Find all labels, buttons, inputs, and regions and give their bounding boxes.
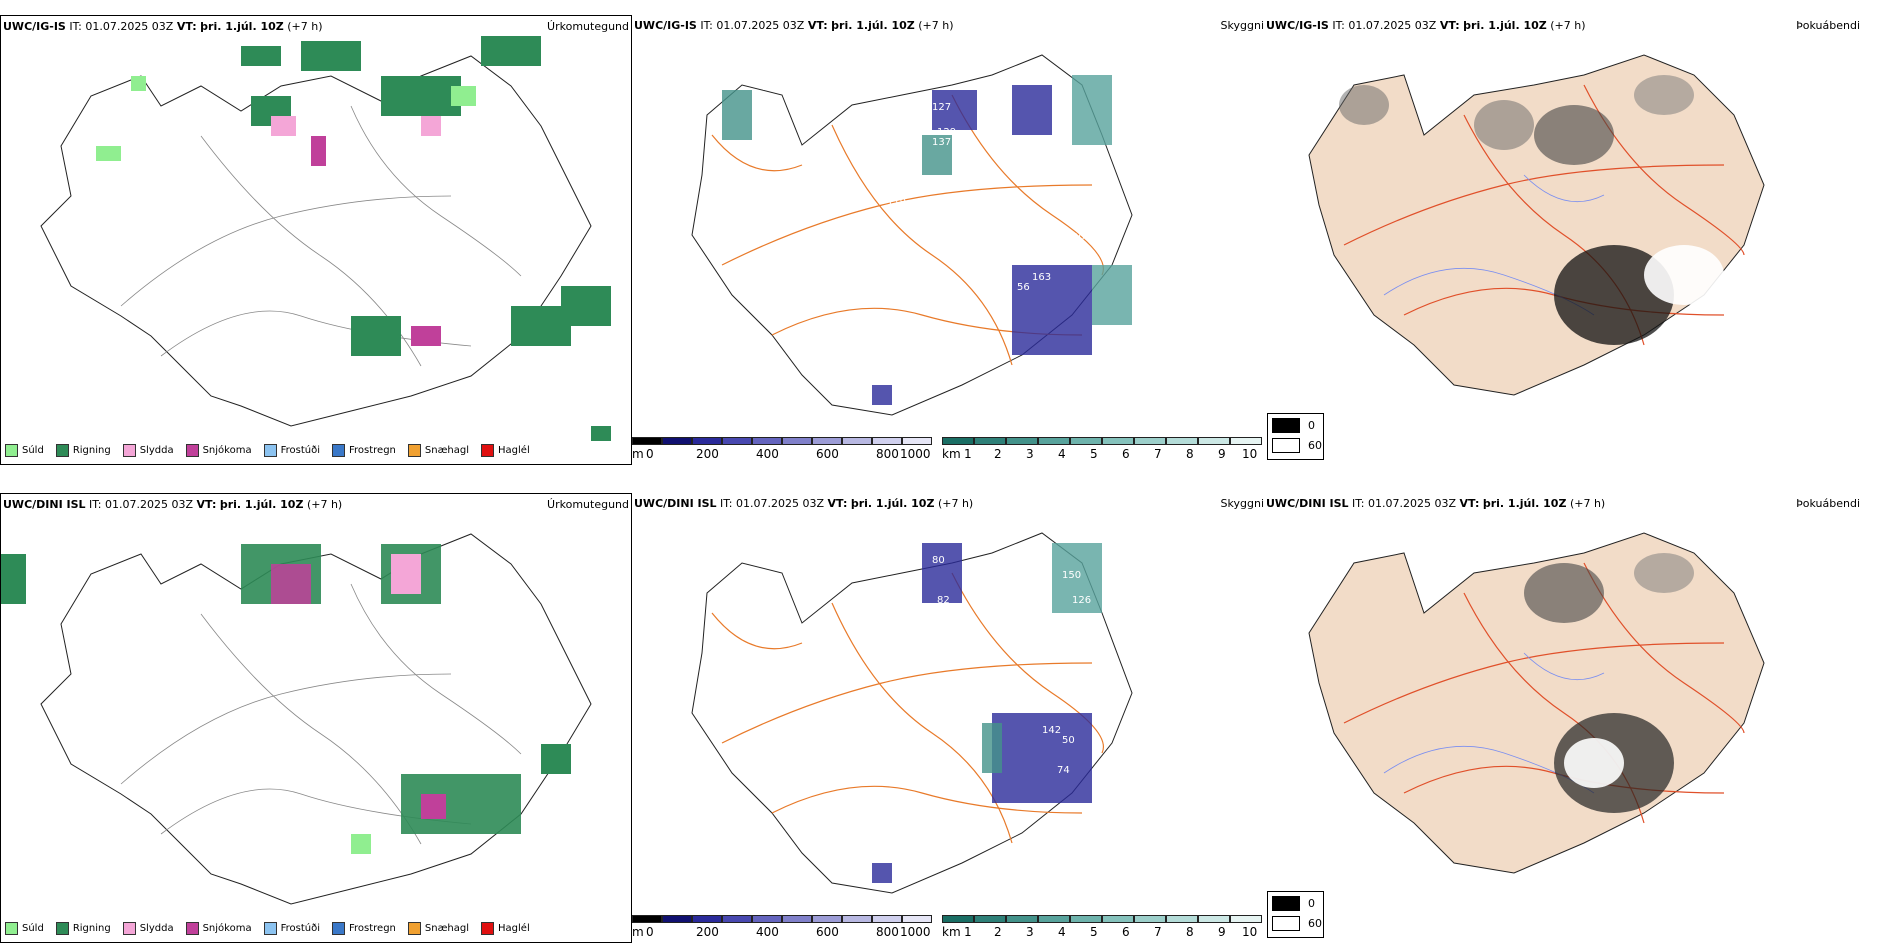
drizzle-areas — [351, 834, 371, 854]
drizzle-areas — [96, 76, 476, 161]
legend-item: Rigning — [55, 444, 111, 457]
legend-item: Snæhagl — [407, 444, 469, 457]
cloudbase-label: 103 — [962, 237, 981, 248]
cloudbase-label: 48 — [1072, 257, 1085, 268]
cloudbase-label: 129 — [937, 127, 956, 138]
fog-indicator-panel-bottom: UWC/DINI ISL IT: 01.07.2025 03Z VT: þri.… — [1264, 493, 1900, 943]
visibility-colorbar-top: km 1 2 3 4 5 6 7 8 9 10 — [942, 437, 1262, 465]
fog-shading — [1339, 75, 1724, 345]
run-header-bottom: UWC/DINI ISL IT: 01.07.2025 03Z VT: þri.… — [1266, 497, 1606, 510]
visibility-map-top: 17 168 68 74 102 119 131 137 127 129 99 103 174 56163… — [691, 54, 1133, 416]
cloudbase-label: 174 — [962, 267, 981, 278]
cloudbase-label: 56 — [1017, 282, 1030, 293]
legend-item: Frostúði — [263, 922, 320, 935]
cloudbase-colorbar-top: m 0 200 400 600 800 1000 — [632, 437, 932, 465]
cloudbase-label: 68 — [807, 117, 820, 128]
fog-map-top — [1308, 54, 1765, 396]
precip-map-bottom — [1, 533, 592, 905]
panel-title-fog-bottom: Þokuábendi — [1796, 497, 1860, 510]
cloudbase-label: 80 — [932, 555, 945, 566]
cloudbase-label: 74 — [792, 152, 805, 163]
legend-item: Súld — [5, 444, 44, 457]
cloudbase-label: 82 — [937, 595, 950, 606]
panel-title-visibility-bottom: Skyggni — [1220, 497, 1264, 510]
sleet-snow-areas — [271, 116, 441, 346]
legend-item: Haglél — [481, 444, 530, 457]
cloudbase-label: 142 — [1042, 725, 1061, 736]
cloudbase-label: 131 — [912, 112, 931, 123]
fog-legend-bottom: 0 60 — [1267, 891, 1324, 938]
sleet-snow-areas — [271, 554, 446, 819]
precip-legend-top: Súld Rigning Slydda Snjókoma Frostúði Fr… — [5, 444, 530, 457]
fog-indicator-panel-top: UWC/IG-IS IT: 01.07.2025 03Z VT: þri. 1.… — [1264, 15, 1900, 465]
cloudbase-label: 102 — [802, 182, 821, 193]
low-visibility-areas — [872, 543, 1102, 883]
cloudbase-label: 137 — [932, 137, 951, 148]
legend-item: Snæhagl — [407, 922, 469, 935]
fog-map-bottom — [1308, 532, 1765, 874]
run-header-top: UWC/IG-IS IT: 01.07.2025 03Z VT: þri. 1.… — [3, 20, 323, 33]
cloudbase-label: 29 — [882, 580, 895, 591]
legend-item: Haglél — [481, 922, 530, 935]
cloudbase-label: 126 — [1072, 595, 1091, 606]
cloudbase-label: 50 — [1062, 735, 1075, 746]
panel-title-fog-top: Þokuábendi — [1796, 19, 1860, 32]
precip-type-panel-top: UWC/IG-IS IT: 01.07.2025 03Z VT: þri. 1.… — [0, 15, 632, 465]
visibility-map-bottom: 80 82 29 150 126 32 142 74 247 50 — [691, 532, 1133, 894]
panel-title-precip-top: Úrkomutegund — [547, 20, 629, 33]
cloudbase-label: 127 — [932, 102, 951, 113]
cloudbase-label: 32 — [932, 685, 945, 696]
cloudbase-label: 150 — [1062, 570, 1081, 581]
run-header-bottom: UWC/DINI ISL IT: 01.07.2025 03Z VT: þri.… — [634, 497, 974, 510]
precip-legend-bottom: Súld Rigning Slydda Snjókoma Frostúði Fr… — [5, 922, 530, 935]
visibility-panel-top: 17 168 68 74 102 119 131 137 127 129 99 103 174 56 163… — [632, 15, 1264, 465]
legend-item: Slydda — [122, 444, 174, 457]
legend-item: Snjókoma — [185, 922, 252, 935]
panel-title-visibility-top: Skyggni — [1220, 19, 1264, 32]
fog-shading — [1524, 553, 1694, 813]
cloudbase-label: 205 — [1072, 232, 1091, 243]
cloudbase-label: 119 — [887, 197, 906, 208]
precip-map-top — [40, 36, 611, 441]
legend-item: Snjókoma — [185, 444, 252, 457]
low-visibility-areas — [722, 75, 1132, 405]
cloudbase-colorbar-bottom: m 0 200 400 600 800 1000 — [632, 915, 932, 943]
run-header-bottom: UWC/DINI ISL IT: 01.07.2025 03Z VT: þri.… — [3, 498, 343, 511]
legend-item: Rigning — [55, 922, 111, 935]
legend-item: Frostregn — [332, 922, 396, 935]
road-network — [120, 105, 522, 367]
run-header-top: UWC/IG-IS IT: 01.07.2025 03Z VT: þri. 1.… — [634, 19, 954, 32]
cloudbase-label: 163 — [1032, 272, 1051, 283]
fog-legend-top: 0 60 — [1267, 413, 1324, 460]
panel-title-precip-bottom: Úrkomutegund — [547, 498, 629, 511]
cloudbase-label: 168 — [762, 82, 781, 93]
visibility-colorbar-bottom: km 1 2 3 4 5 6 7 8 9 10 — [942, 915, 1262, 943]
cloudbase-label: 17 — [732, 57, 745, 68]
road-network — [711, 94, 1104, 366]
legend-item: Súld — [5, 922, 44, 935]
legend-item: Slydda — [122, 922, 174, 935]
visibility-panel-bottom: 80 82 29 150 126 32 142 74 247 50 UWC/DINI ISL IT… — [632, 493, 1264, 943]
iceland-outline — [40, 55, 592, 427]
legend-item: Frostregn — [332, 444, 396, 457]
legend-item: Frostúði — [263, 444, 320, 457]
precip-type-panel-bottom: UWC/DINI ISL IT: 01.07.2025 03Z VT: þri.… — [0, 493, 632, 943]
run-header-top: UWC/IG-IS IT: 01.07.2025 03Z VT: þri. 1.… — [1266, 19, 1586, 32]
cloudbase-label: 74 — [1057, 765, 1070, 776]
rain-areas — [241, 36, 611, 441]
cloudbase-label: 247 — [1092, 700, 1111, 711]
cloudbase-label: 99 — [952, 222, 965, 233]
iceland-outline — [691, 54, 1133, 416]
